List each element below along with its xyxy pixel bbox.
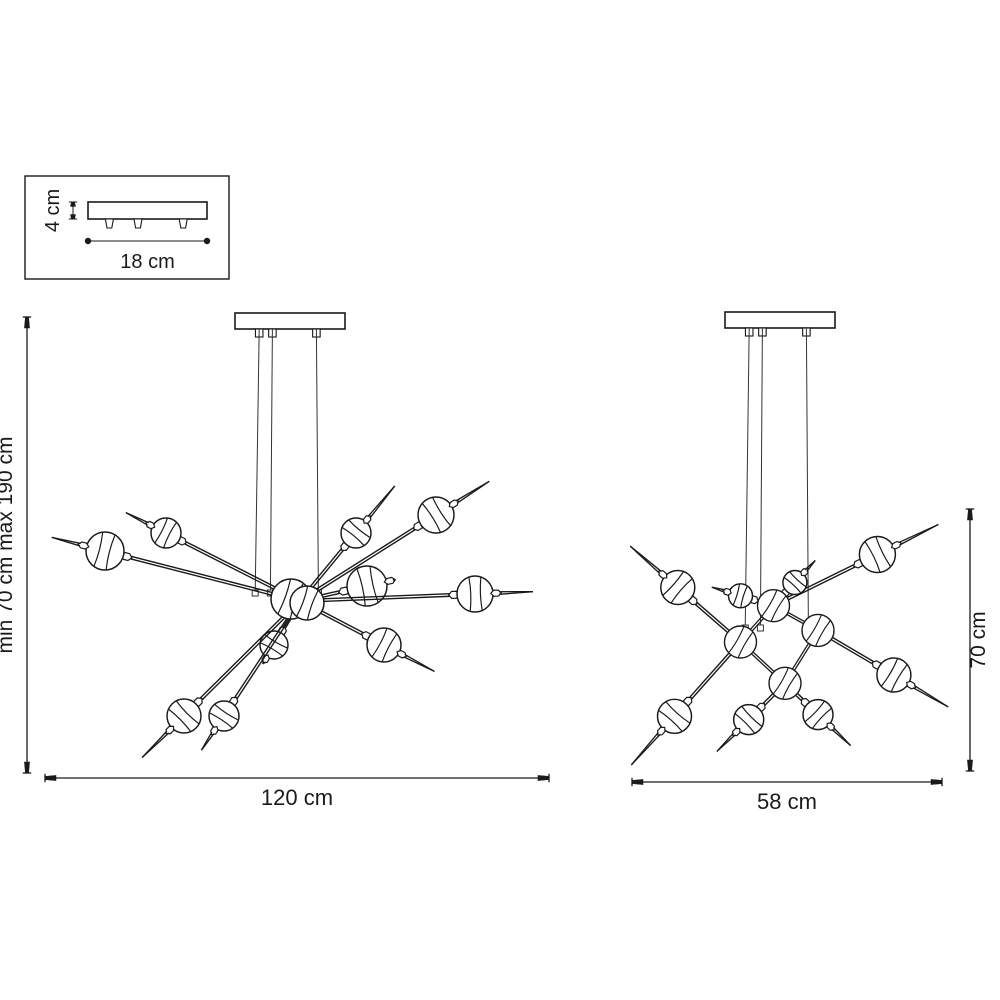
svg-text:70 cm: 70 cm: [967, 611, 990, 668]
svg-text:4 cm: 4 cm: [42, 189, 64, 232]
svg-text:120 cm: 120 cm: [261, 785, 333, 810]
svg-text:min 70 cm max 190 cm: min 70 cm max 190 cm: [0, 436, 17, 653]
svg-text:58 cm: 58 cm: [757, 789, 817, 814]
svg-text:18 cm: 18 cm: [120, 251, 174, 273]
